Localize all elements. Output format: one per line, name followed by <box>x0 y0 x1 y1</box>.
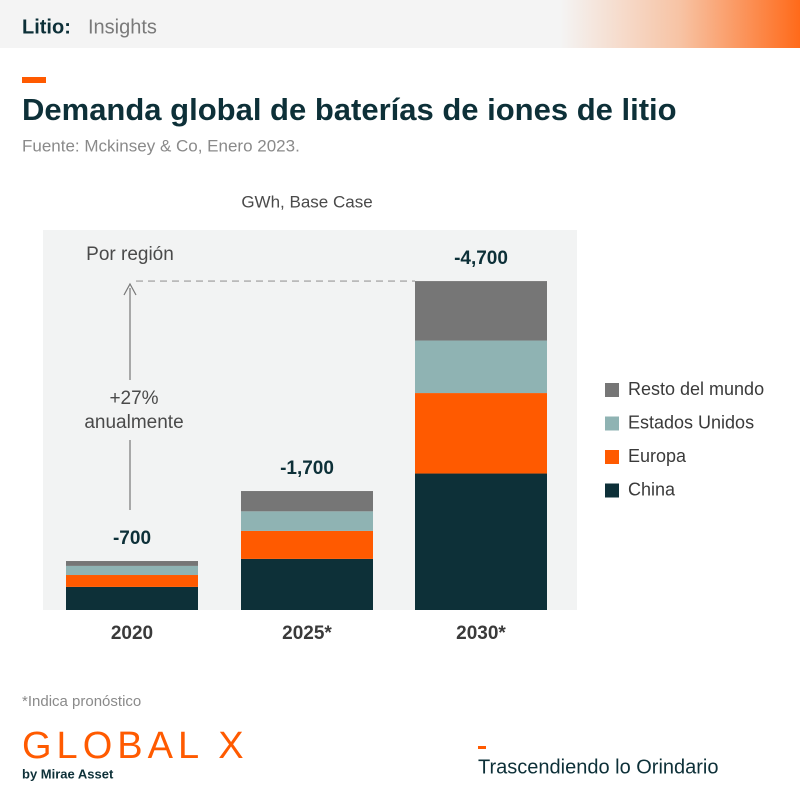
logo: GLOBAL X <box>22 725 249 767</box>
bar-segment <box>415 473 547 610</box>
legend-swatch <box>605 450 619 464</box>
legend-label: China <box>628 479 676 499</box>
accent-dash <box>478 746 486 749</box>
bar-segment <box>241 530 373 559</box>
accent-dash <box>22 77 46 83</box>
bar-segment <box>415 281 547 341</box>
footnote: *Indica pronóstico <box>22 693 141 710</box>
bar-segment <box>415 393 547 474</box>
x-tick-label: 2025* <box>282 623 332 644</box>
arrow-head <box>123 282 137 296</box>
bar-segment <box>415 340 547 394</box>
legend-label: Estados Unidos <box>628 412 754 432</box>
header-section: Insights <box>88 16 157 38</box>
bar-segment <box>66 565 198 576</box>
bar-segment <box>66 586 198 610</box>
legend-swatch <box>605 383 619 397</box>
bar-segment <box>66 561 198 566</box>
annotation: anualmente <box>84 412 183 433</box>
bar-segment <box>241 558 373 610</box>
logo-sub: by Mirae Asset <box>22 766 114 781</box>
legend: China Europa Estados Unidos Resto del mundo <box>605 379 764 499</box>
legend-label: Europa <box>628 446 687 466</box>
header-brand: Litio: <box>22 16 71 38</box>
tagline: Trascendiendo lo Orindario <box>478 756 719 778</box>
total-label: -1,700 <box>280 458 334 479</box>
annotation: Por región <box>86 244 174 265</box>
header-bar <box>0 0 800 48</box>
bar-segment <box>241 491 373 512</box>
legend-swatch <box>605 483 619 498</box>
annotation: +27% <box>109 388 158 409</box>
bar-segment <box>241 511 373 531</box>
bar-segment <box>66 575 198 587</box>
legend-label: Resto del mundo <box>628 379 764 399</box>
x-tick-label: 2020 <box>111 623 153 644</box>
x-tick-label: 2030* <box>456 623 506 644</box>
chart-title: Demanda global de baterías de iones de l… <box>22 92 677 127</box>
total-label: -700 <box>113 528 151 549</box>
total-label: -4,700 <box>454 248 508 269</box>
unit-label: GWh, Base Case <box>241 192 372 211</box>
legend-swatch <box>605 416 619 431</box>
chart-subtitle: Fuente: Mckinsey & Co, Enero 2023. <box>22 136 300 155</box>
